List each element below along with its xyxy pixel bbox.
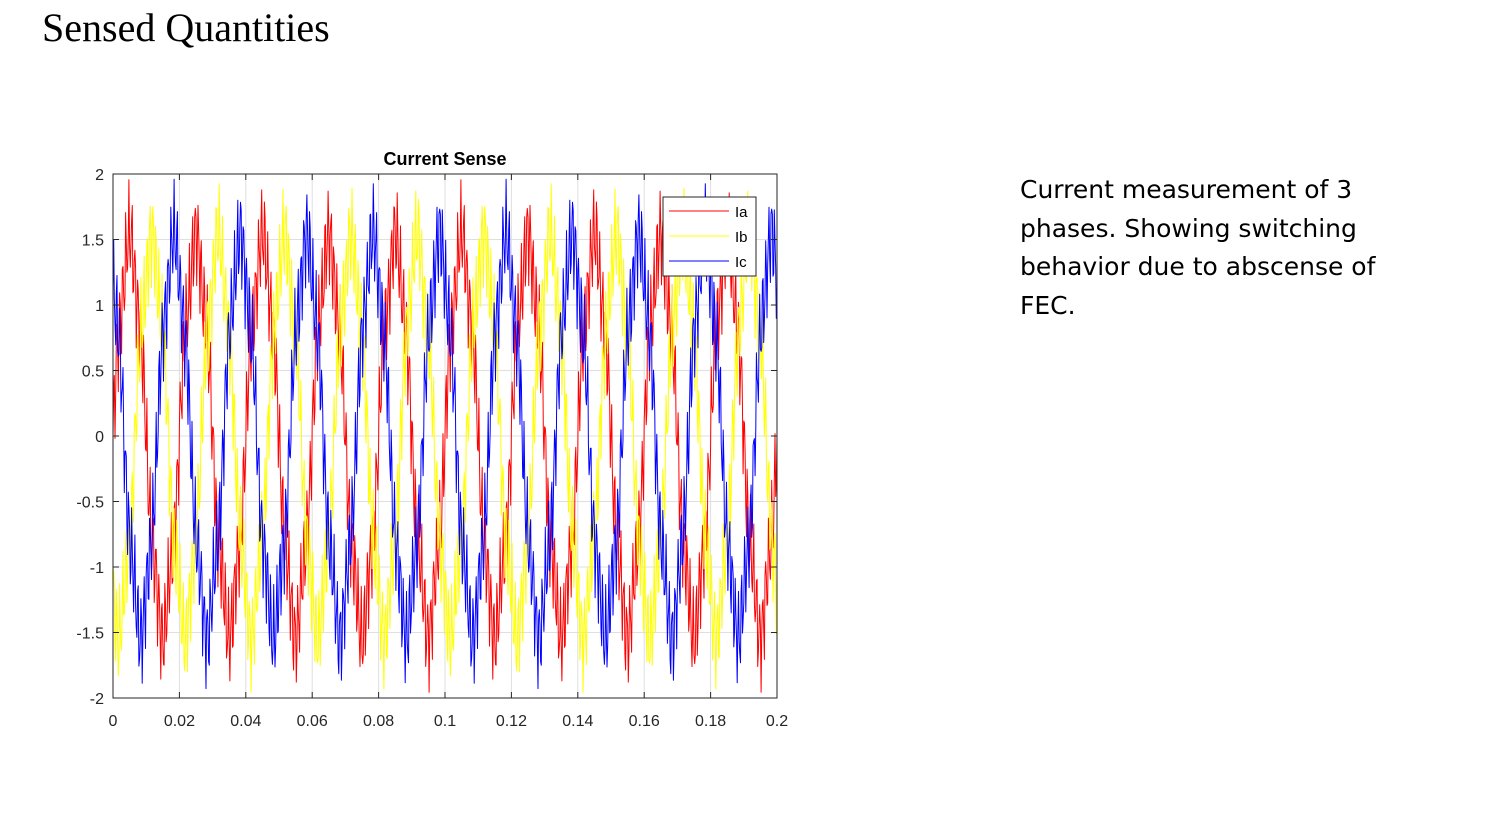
y-tick-label: 0 xyxy=(95,429,104,446)
axis-ticks: 0 0.02 0.04 0.06 0.08 0.1 0.12 0.14 0.16 0.18 0.2 -… xyxy=(76,167,788,730)
y-tick-label: -1.5 xyxy=(76,626,104,643)
slide-title: Sensed Quantities xyxy=(42,5,330,50)
x-tick-label: 0.1 xyxy=(434,713,456,730)
y-tick-label: 1 xyxy=(95,298,104,315)
chart-title: Current Sense xyxy=(383,149,506,169)
y-tick-label: -1 xyxy=(90,560,104,577)
x-tick-label: 0.08 xyxy=(363,713,394,730)
x-tick-label: 0.18 xyxy=(695,713,726,730)
series-line-ic xyxy=(112,178,778,690)
x-tick-label: 0.14 xyxy=(562,713,593,730)
x-tick-label: 0.02 xyxy=(164,713,195,730)
slide-caption: Current measurement of 3 phases. Showing… xyxy=(1020,175,1376,320)
x-tick-label: 0 xyxy=(109,713,118,730)
x-tick-label: 0.04 xyxy=(230,713,261,730)
y-tick-label: -2 xyxy=(90,691,104,708)
x-tick-label: 0.06 xyxy=(297,713,328,730)
y-tick-label: 2 xyxy=(95,167,104,184)
legend: Ia Ib Ic xyxy=(662,196,757,277)
y-tick-label: 1.5 xyxy=(82,233,104,250)
y-tick-label: -0.5 xyxy=(76,495,104,512)
x-tick-label: 0.12 xyxy=(496,713,527,730)
series-line-ib xyxy=(112,183,778,693)
legend-label: Ic xyxy=(735,254,747,271)
legend-label: Ia xyxy=(735,204,748,221)
legend-label: Ib xyxy=(735,229,748,246)
y-tick-label: 0.5 xyxy=(82,364,104,381)
x-tick-label: 0.16 xyxy=(629,713,660,730)
x-tick-label: 0.2 xyxy=(766,713,788,730)
